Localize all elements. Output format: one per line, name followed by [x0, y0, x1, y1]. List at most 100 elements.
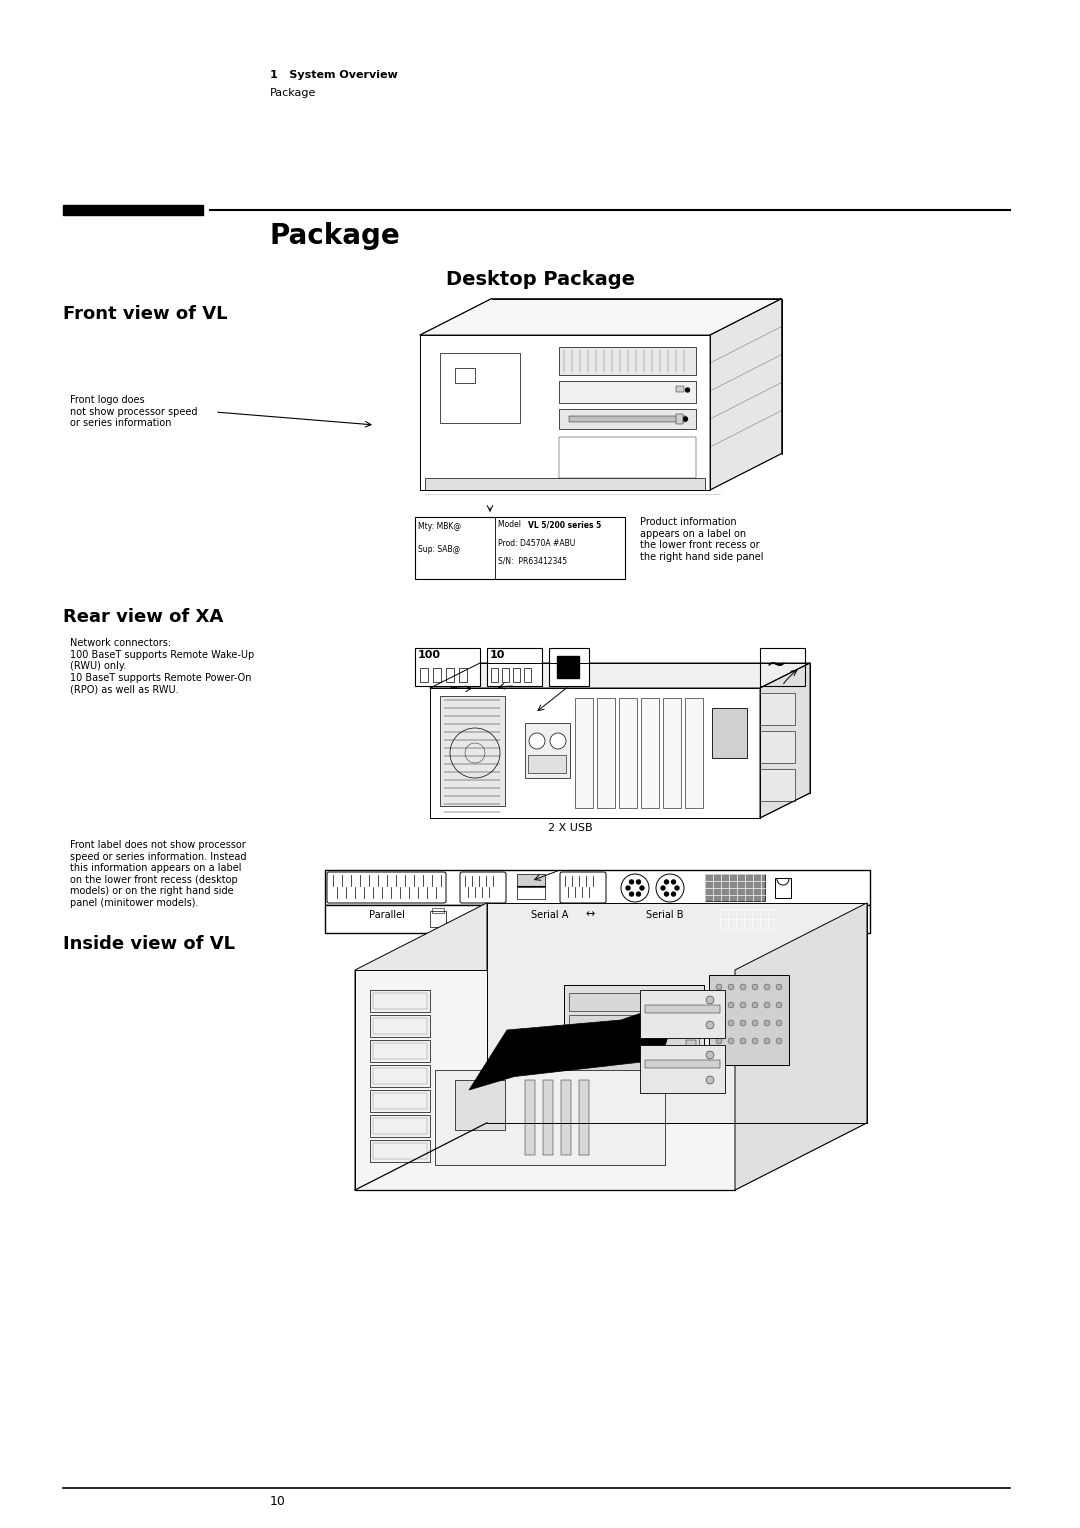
- Circle shape: [636, 892, 640, 895]
- Bar: [455, 368, 475, 384]
- Bar: [435, 1070, 665, 1164]
- Text: Inside view of VL: Inside view of VL: [63, 935, 235, 953]
- Bar: [433, 668, 441, 681]
- Bar: [561, 1080, 571, 1155]
- Bar: [686, 1062, 696, 1073]
- Bar: [432, 908, 444, 914]
- Circle shape: [728, 984, 734, 990]
- Bar: [370, 1015, 430, 1038]
- Bar: [760, 694, 795, 724]
- Circle shape: [777, 1038, 782, 1044]
- Bar: [440, 353, 519, 423]
- Bar: [705, 874, 765, 902]
- Bar: [459, 668, 467, 681]
- Circle shape: [728, 1002, 734, 1008]
- Text: S/N:  PR63412345: S/N: PR63412345: [498, 558, 567, 565]
- Bar: [415, 516, 625, 579]
- Circle shape: [740, 1038, 746, 1044]
- Bar: [597, 698, 615, 808]
- Bar: [370, 990, 430, 1012]
- Bar: [559, 410, 696, 429]
- Bar: [491, 668, 498, 681]
- Bar: [569, 1059, 699, 1077]
- Bar: [619, 698, 637, 808]
- Bar: [640, 990, 725, 1038]
- Circle shape: [664, 880, 669, 883]
- Circle shape: [706, 1051, 714, 1059]
- Bar: [569, 416, 686, 422]
- Bar: [325, 869, 870, 905]
- Bar: [455, 1080, 505, 1131]
- Text: Product information
appears on a label on
the lower front recess or
the right ha: Product information appears on a label o…: [640, 516, 764, 562]
- Text: Network connectors:
100 BaseT supports Remote Wake-Up
(RWU) only.
10 BaseT suppo: Network connectors: 100 BaseT supports R…: [70, 639, 254, 694]
- Bar: [564, 986, 704, 1085]
- Bar: [525, 723, 570, 778]
- Text: ↔: ↔: [585, 909, 595, 918]
- Circle shape: [672, 880, 675, 883]
- Circle shape: [752, 1021, 758, 1025]
- Bar: [446, 668, 454, 681]
- Bar: [517, 874, 545, 886]
- Bar: [415, 648, 480, 686]
- Bar: [760, 648, 805, 686]
- Bar: [559, 437, 696, 478]
- Bar: [373, 1044, 427, 1059]
- Text: Desktop Package: Desktop Package: [446, 270, 635, 289]
- Text: Front label does not show processor
speed or series information. Instead
this in: Front label does not show processor spee…: [70, 840, 246, 908]
- Bar: [549, 648, 589, 686]
- Text: 2 X USB: 2 X USB: [548, 824, 592, 833]
- Bar: [373, 1093, 427, 1109]
- Circle shape: [550, 733, 566, 749]
- Circle shape: [740, 984, 746, 990]
- Text: Model: Model: [498, 520, 524, 529]
- Circle shape: [777, 1021, 782, 1025]
- Circle shape: [640, 886, 644, 889]
- Bar: [663, 698, 681, 808]
- Text: Parallel: Parallel: [369, 911, 405, 920]
- Text: Front view of VL: Front view of VL: [63, 306, 228, 322]
- Polygon shape: [355, 903, 487, 1190]
- Bar: [370, 1115, 430, 1137]
- Bar: [370, 1065, 430, 1086]
- Circle shape: [672, 892, 675, 895]
- Text: Package: Package: [270, 89, 316, 98]
- Circle shape: [684, 417, 688, 422]
- Circle shape: [706, 1021, 714, 1028]
- Bar: [640, 1045, 725, 1093]
- Bar: [557, 656, 579, 678]
- Bar: [517, 886, 545, 898]
- Bar: [426, 478, 705, 490]
- Bar: [675, 387, 684, 393]
- Bar: [370, 1140, 430, 1161]
- Circle shape: [706, 1076, 714, 1083]
- Bar: [63, 205, 203, 215]
- Bar: [760, 730, 795, 762]
- Bar: [569, 1015, 699, 1033]
- Circle shape: [752, 984, 758, 990]
- Bar: [686, 1018, 696, 1028]
- Circle shape: [728, 1038, 734, 1044]
- Bar: [524, 668, 531, 681]
- Bar: [708, 975, 789, 1065]
- Bar: [325, 905, 870, 934]
- Text: Serial B: Serial B: [646, 911, 684, 920]
- Bar: [569, 993, 699, 1012]
- Bar: [686, 996, 696, 1005]
- Circle shape: [675, 886, 679, 889]
- Text: 100: 100: [418, 649, 441, 660]
- Polygon shape: [420, 298, 782, 335]
- Circle shape: [686, 388, 689, 393]
- Text: Serial A: Serial A: [531, 911, 569, 920]
- Circle shape: [777, 984, 782, 990]
- Polygon shape: [710, 298, 782, 490]
- Bar: [685, 698, 703, 808]
- Bar: [373, 993, 427, 1008]
- Bar: [569, 1038, 699, 1054]
- Circle shape: [777, 1002, 782, 1008]
- Bar: [700, 912, 710, 924]
- Text: Sup: SAB@: Sup: SAB@: [418, 545, 460, 555]
- Bar: [370, 1089, 430, 1112]
- Circle shape: [529, 733, 545, 749]
- Text: 10: 10: [490, 649, 505, 660]
- Circle shape: [752, 1002, 758, 1008]
